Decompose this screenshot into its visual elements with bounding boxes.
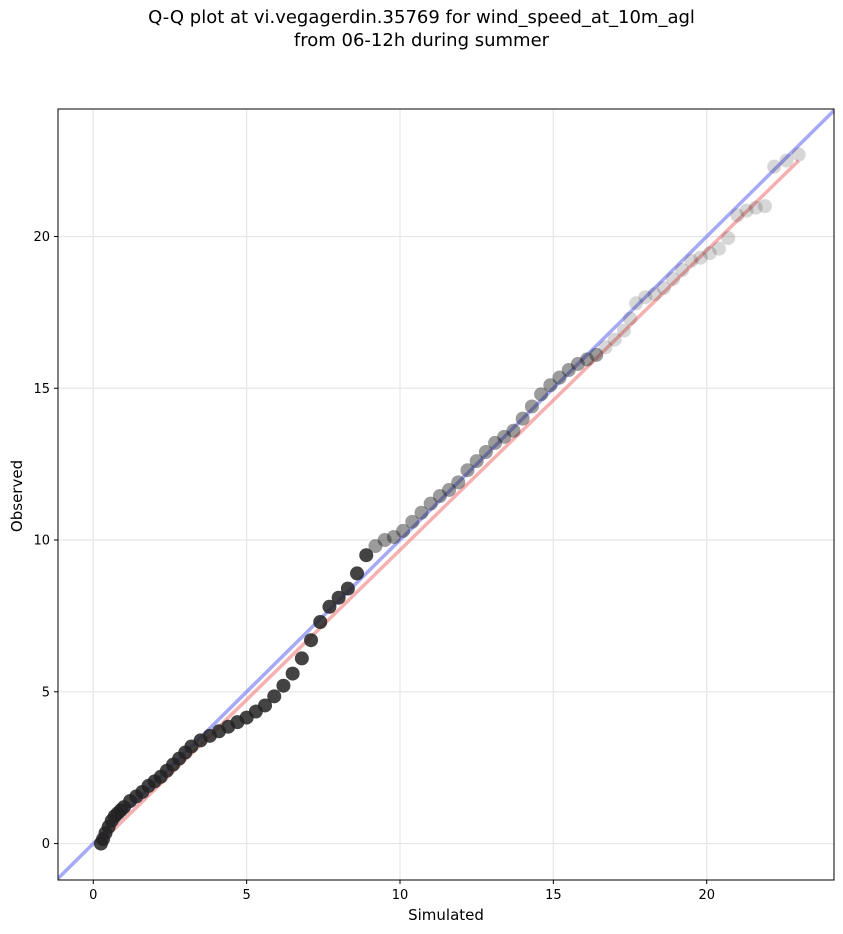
x-tick-label: 0	[89, 888, 97, 903]
data-point	[589, 347, 604, 362]
data-point	[552, 370, 567, 385]
data-point	[276, 678, 291, 693]
y-tick-label: 5	[42, 685, 50, 700]
y-tick-label: 15	[33, 382, 50, 397]
data-point	[524, 399, 539, 414]
data-point	[748, 200, 763, 215]
data-point	[469, 454, 484, 469]
data-point	[580, 352, 595, 367]
plot-frame	[57, 108, 835, 881]
data-point	[442, 482, 457, 497]
data-point	[656, 281, 671, 296]
x-tick-label: 10	[392, 888, 409, 903]
data-point	[616, 323, 631, 338]
data-point	[405, 514, 420, 529]
data-point	[377, 533, 392, 548]
y-axis-label: Observed	[8, 460, 26, 532]
chart-title: Q-Q plot at vi.vegagerdin.35769 for wind…	[0, 6, 843, 52]
data-point	[711, 241, 726, 256]
data-point	[322, 599, 337, 614]
data-point	[739, 203, 754, 218]
data-point	[629, 296, 644, 311]
y-tick-label: 0	[42, 837, 50, 852]
data-point	[638, 290, 653, 305]
x-axis-ticks: 0 5 10 15 20	[89, 880, 715, 903]
data-point	[543, 378, 558, 393]
chart-title-line-2: from 06-12h during summer	[293, 30, 550, 51]
data-point	[386, 529, 401, 544]
data-point	[665, 271, 680, 286]
data-point	[730, 208, 745, 223]
x-tick-label: 5	[242, 888, 250, 903]
data-point	[515, 411, 530, 426]
data-point	[791, 147, 806, 162]
data-point	[702, 246, 717, 261]
data-point	[767, 159, 782, 174]
data-point	[294, 651, 309, 666]
data-point	[647, 287, 662, 302]
x-tick-label: 20	[698, 888, 715, 903]
data-point	[313, 614, 328, 629]
data-point	[359, 548, 374, 563]
data-point	[451, 475, 466, 490]
data-point	[258, 698, 273, 713]
data-point	[534, 387, 549, 402]
y-tick-label: 10	[33, 534, 50, 549]
x-axis-label: Simulated	[408, 906, 484, 924]
data-point	[779, 153, 794, 168]
data-point	[607, 332, 622, 347]
data-point	[684, 253, 699, 268]
data-point	[460, 463, 475, 478]
data-points	[93, 147, 806, 851]
chart-title-line-1: Q-Q plot at vi.vegagerdin.35769 for wind…	[148, 7, 695, 28]
data-point	[285, 666, 300, 681]
data-point	[396, 523, 411, 538]
x-tick-label: 15	[545, 888, 562, 903]
data-point	[432, 489, 447, 504]
gridlines	[58, 109, 834, 880]
data-point	[675, 262, 690, 277]
data-point	[478, 445, 493, 460]
data-point	[350, 566, 365, 581]
data-point	[598, 340, 613, 355]
data-point	[570, 356, 585, 371]
data-point	[693, 250, 708, 265]
data-point	[368, 539, 383, 554]
data-point	[423, 496, 438, 511]
y-axis-ticks: 0 5 10 15 20	[33, 230, 58, 852]
data-point	[561, 363, 576, 378]
data-point	[757, 199, 772, 214]
data-point	[414, 505, 429, 520]
y-tick-label: 20	[33, 230, 50, 245]
data-point	[721, 231, 736, 246]
data-point	[488, 435, 503, 450]
data-point	[304, 633, 319, 648]
data-point	[331, 590, 346, 605]
data-point	[340, 581, 355, 596]
data-point	[623, 311, 638, 326]
data-point	[497, 429, 512, 444]
data-point	[506, 423, 521, 438]
data-point	[267, 689, 282, 704]
